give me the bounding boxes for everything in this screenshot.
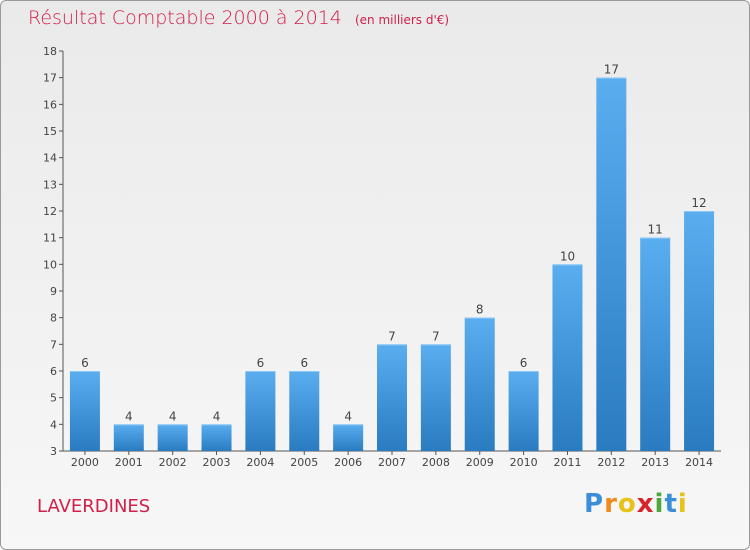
bar [289,371,320,451]
bar [640,237,671,451]
chart-title-block: Résultat Comptable 2000 à 2014 (en milli… [28,7,449,29]
chart-labels: 6 2000 4 2001 4 2002 4 2003 6 2004 6 2005 4 2006 7 2007… [71,63,713,469]
x-tick-label: 2009 [466,456,494,469]
data-label: 17 [604,63,619,77]
y-tick-label: 8 [50,312,57,325]
x-tick-label: 2004 [246,456,274,469]
data-label: 6 [300,356,308,370]
y-tick-label: 3 [50,445,57,458]
data-label: 4 [125,409,133,423]
y-tick-label: 7 [50,338,57,351]
logo-letter: i [654,489,665,519]
y-tick-label: 18 [43,45,57,58]
y-tick-label: 4 [50,418,57,431]
x-tick-label: 2003 [203,456,231,469]
x-tick-label: 2000 [71,456,99,469]
x-tick-label: 2002 [159,456,187,469]
bar [552,264,583,451]
logo-letter: t [664,489,678,519]
bar [508,371,539,451]
y-tick-label: 13 [43,178,57,191]
data-label: 7 [432,329,440,343]
y-tick-label: 17 [43,72,57,85]
y-tick-label: 12 [43,205,57,218]
bar [201,424,232,451]
commune-name: LAVERDINES [37,496,151,517]
data-label: 12 [691,196,706,210]
bar [113,424,144,451]
data-label: 7 [388,329,396,343]
x-tick-label: 2008 [422,456,450,469]
data-label: 4 [169,409,177,423]
bar [420,344,451,451]
logo-letter: i [677,489,688,519]
x-tick-label: 2012 [597,456,625,469]
data-label: 6 [520,356,528,370]
data-label: 6 [257,356,265,370]
x-tick-label: 2005 [290,456,318,469]
y-tick-label: 9 [50,285,57,298]
chart-bars [69,77,715,452]
bar [69,371,100,451]
bar [333,424,364,451]
bar [157,424,188,451]
x-tick-label: 2011 [553,456,581,469]
y-tick-label: 16 [43,98,57,111]
data-label: 8 [476,303,484,317]
chart-unit-note: (en milliers d'€) [354,13,450,27]
y-tick-label: 6 [50,365,57,378]
data-label: 6 [81,356,89,370]
bar [596,77,627,452]
x-tick-label: 2014 [685,456,713,469]
x-tick-label: 2013 [641,456,669,469]
logo-letter: x [636,489,655,519]
logo-letter: P [584,489,605,519]
x-tick-label: 2007 [378,456,406,469]
y-tick-label: 10 [43,258,57,271]
y-tick-label: 11 [43,232,57,245]
bar [377,344,407,451]
bar [464,317,495,451]
y-tick-label: 14 [43,152,57,165]
chart-title: Résultat Comptable 2000 à 2014 [28,7,342,29]
logo-letter: o [617,489,637,519]
proxiti-logo: Proxiti [584,489,688,519]
data-label: 11 [648,223,663,237]
data-label: 10 [560,249,575,263]
data-label: 4 [213,409,221,423]
y-tick-label: 15 [43,125,57,138]
data-label: 4 [344,409,352,423]
x-tick-label: 2001 [115,456,143,469]
bar [245,371,276,451]
y-tick-label: 5 [50,392,57,405]
logo-letter: r [604,489,618,519]
x-tick-label: 2006 [334,456,362,469]
x-tick-label: 2010 [510,456,538,469]
bar [684,211,715,451]
